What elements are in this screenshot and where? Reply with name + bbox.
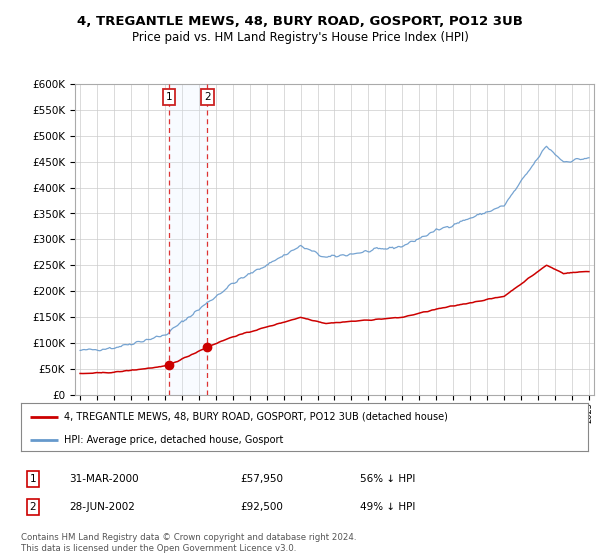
Bar (169, 84, 207, 395)
Text: 31-MAR-2000: 31-MAR-2000 (69, 474, 139, 484)
Text: £57,950: £57,950 (240, 474, 283, 484)
Text: 1: 1 (29, 474, 37, 484)
Text: 4, TREGANTLE MEWS, 48, BURY ROAD, GOSPORT, PO12 3UB (detached house): 4, TREGANTLE MEWS, 48, BURY ROAD, GOSPOR… (64, 412, 448, 422)
Text: 2: 2 (29, 502, 37, 512)
Text: 4, TREGANTLE MEWS, 48, BURY ROAD, GOSPORT, PO12 3UB: 4, TREGANTLE MEWS, 48, BURY ROAD, GOSPOR… (77, 15, 523, 28)
Text: 1: 1 (166, 92, 172, 102)
Text: HPI: Average price, detached house, Gosport: HPI: Average price, detached house, Gosp… (64, 435, 283, 445)
Text: 2: 2 (204, 92, 211, 102)
Text: 28-JUN-2002: 28-JUN-2002 (69, 502, 135, 512)
Text: £92,500: £92,500 (240, 502, 283, 512)
Text: Price paid vs. HM Land Registry's House Price Index (HPI): Price paid vs. HM Land Registry's House … (131, 31, 469, 44)
Text: 49% ↓ HPI: 49% ↓ HPI (360, 502, 415, 512)
Text: Contains HM Land Registry data © Crown copyright and database right 2024.
This d: Contains HM Land Registry data © Crown c… (21, 533, 356, 553)
Text: 56% ↓ HPI: 56% ↓ HPI (360, 474, 415, 484)
